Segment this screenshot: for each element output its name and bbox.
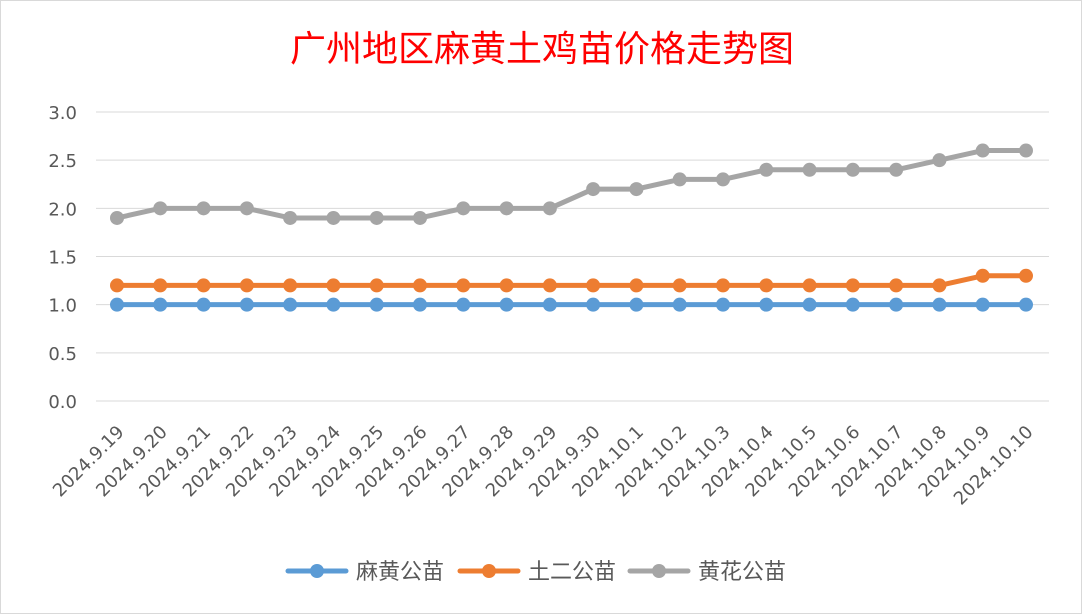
- data-point: [239, 297, 254, 312]
- data-point: [759, 278, 774, 293]
- data-point: [586, 182, 601, 197]
- data-point: [759, 162, 774, 177]
- data-point: [1019, 268, 1033, 283]
- data-point: [283, 278, 298, 293]
- data-point: [499, 278, 514, 293]
- data-point: [932, 297, 947, 312]
- series-lines: [110, 143, 1033, 312]
- legend-marker: [482, 564, 496, 578]
- y-tick-label: 3.0: [48, 103, 77, 124]
- data-point: [1019, 297, 1033, 312]
- data-point: [153, 278, 168, 293]
- series-line: [114, 148, 1029, 221]
- series-1: [110, 297, 1033, 312]
- gridlines: [96, 111, 1049, 402]
- series-line: [114, 273, 1029, 288]
- data-point: [629, 297, 644, 312]
- data-point: [326, 278, 341, 293]
- series-3: [110, 143, 1033, 225]
- data-point: [716, 278, 730, 293]
- legend-item: 土二公苗: [457, 560, 616, 585]
- data-point: [239, 278, 254, 293]
- y-tick-label: 0.0: [48, 392, 77, 413]
- data-point: [283, 297, 298, 312]
- data-point: [413, 210, 427, 225]
- data-point: [326, 210, 341, 225]
- data-point: [1019, 143, 1033, 158]
- data-point: [196, 278, 211, 293]
- data-point: [932, 153, 947, 168]
- data-point: [196, 201, 211, 216]
- data-point: [239, 201, 254, 216]
- y-tick-label: 2.5: [48, 151, 77, 172]
- data-point: [672, 297, 687, 312]
- data-point: [456, 278, 471, 293]
- y-tick-label: 2.0: [48, 199, 77, 220]
- data-point: [975, 268, 990, 283]
- data-point: [672, 278, 687, 293]
- legend-item: 麻黄公苗: [285, 560, 444, 585]
- data-point: [586, 297, 601, 312]
- legend-marker: [652, 564, 666, 578]
- data-point: [413, 297, 427, 312]
- data-point: [845, 297, 860, 312]
- data-point: [456, 201, 471, 216]
- legend-label: 土二公苗: [528, 560, 616, 585]
- data-point: [110, 297, 124, 312]
- data-point: [975, 297, 990, 312]
- data-point: [759, 297, 774, 312]
- y-axis-ticks: 0.0 0.5 1.0 1.5 2.0 2.5 3.0: [48, 103, 77, 413]
- legend-item: 黄花公苗: [627, 560, 786, 585]
- y-tick-label: 1.5: [48, 248, 77, 269]
- data-point: [369, 210, 384, 225]
- data-point: [283, 210, 298, 225]
- data-point: [802, 278, 817, 293]
- chart-title: 广州地区麻黄土鸡苗价格走势图: [290, 29, 794, 70]
- data-point: [456, 297, 471, 312]
- data-point: [716, 297, 730, 312]
- data-point: [153, 201, 168, 216]
- data-point: [889, 278, 904, 293]
- data-point: [413, 278, 427, 293]
- data-point: [716, 172, 730, 187]
- x-axis-ticks: 2024.9.192024.9.202024.9.212024.9.222024…: [49, 422, 1038, 510]
- data-point: [196, 297, 211, 312]
- data-point: [845, 162, 860, 177]
- data-point: [369, 297, 384, 312]
- data-point: [802, 162, 817, 177]
- y-tick-label: 0.5: [48, 344, 77, 365]
- data-point: [889, 297, 904, 312]
- legend: 麻黄公苗 土二公苗 黄花公苗: [285, 560, 786, 585]
- legend-marker: [310, 564, 324, 578]
- y-tick-label: 1.0: [48, 296, 77, 317]
- data-point: [845, 278, 860, 293]
- data-point: [369, 278, 384, 293]
- data-point: [889, 162, 904, 177]
- data-point: [932, 278, 947, 293]
- data-point: [542, 278, 557, 293]
- data-point: [110, 210, 124, 225]
- data-point: [629, 278, 644, 293]
- data-point: [802, 297, 817, 312]
- data-point: [326, 297, 341, 312]
- data-point: [629, 182, 644, 197]
- data-point: [672, 172, 687, 187]
- legend-label: 黄花公苗: [698, 560, 786, 585]
- series-2: [110, 268, 1033, 293]
- data-point: [586, 278, 601, 293]
- data-point: [153, 297, 168, 312]
- data-point: [499, 297, 514, 312]
- data-point: [499, 201, 514, 216]
- data-point: [542, 201, 557, 216]
- data-point: [110, 278, 124, 293]
- data-point: [542, 297, 557, 312]
- data-point: [975, 143, 990, 158]
- legend-label: 麻黄公苗: [356, 560, 444, 585]
